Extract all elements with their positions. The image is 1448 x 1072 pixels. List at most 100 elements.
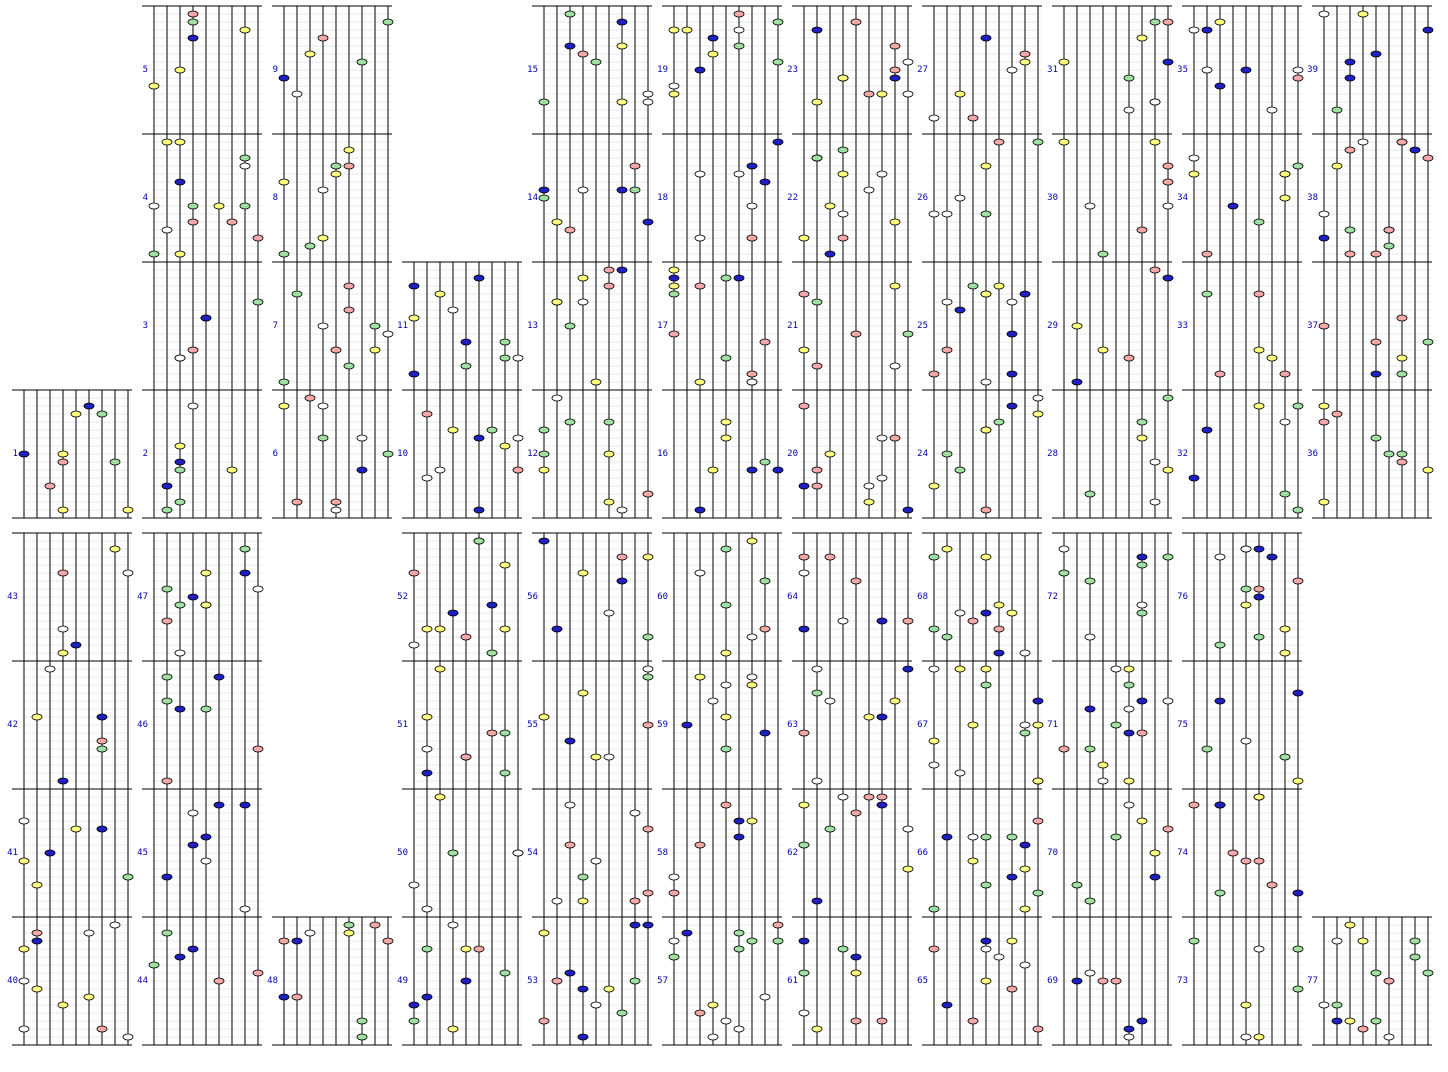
abacus-bead-icon[interactable] [1383,242,1395,250]
abacus-bead-icon[interactable] [1422,338,1434,346]
abacus-bead-icon[interactable] [629,897,641,905]
abacus-bead-icon[interactable] [811,466,823,474]
abacus-bead-icon[interactable] [1409,953,1421,961]
abacus-bead-icon[interactable] [18,857,30,865]
abacus-bead-icon[interactable] [876,474,888,482]
abacus-bead-icon[interactable] [889,434,901,442]
abacus-bead-icon[interactable] [408,641,420,649]
abacus-bead-icon[interactable] [941,450,953,458]
abacus-bead-icon[interactable] [538,466,550,474]
abacus-bead-icon[interactable] [551,897,563,905]
measure-64[interactable] [792,532,914,662]
abacus-bead-icon[interactable] [174,953,186,961]
abacus-bead-icon[interactable] [1162,274,1174,282]
abacus-bead-icon[interactable] [1214,553,1226,561]
measure-57[interactable] [662,916,784,1046]
abacus-bead-icon[interactable] [1006,402,1018,410]
abacus-bead-icon[interactable] [1136,601,1148,609]
abacus-bead-icon[interactable] [1292,402,1304,410]
abacus-bead-icon[interactable] [811,482,823,490]
measure-47[interactable] [142,532,264,662]
abacus-bead-icon[interactable] [980,290,992,298]
abacus-bead-icon[interactable] [1266,553,1278,561]
abacus-bead-icon[interactable] [980,945,992,953]
abacus-bead-icon[interactable] [421,410,433,418]
abacus-bead-icon[interactable] [954,194,966,202]
abacus-bead-icon[interactable] [1097,346,1109,354]
abacus-bead-icon[interactable] [499,442,511,450]
abacus-bead-icon[interactable] [1136,817,1148,825]
abacus-bead-icon[interactable] [798,937,810,945]
abacus-bead-icon[interactable] [304,242,316,250]
abacus-bead-icon[interactable] [980,34,992,42]
abacus-bead-icon[interactable] [187,809,199,817]
abacus-bead-icon[interactable] [369,322,381,330]
abacus-bead-icon[interactable] [551,625,563,633]
measure-34[interactable] [1182,133,1304,263]
abacus-bead-icon[interactable] [1370,434,1382,442]
abacus-bead-icon[interactable] [1162,553,1174,561]
abacus-bead-icon[interactable] [720,1017,732,1025]
abacus-bead-icon[interactable] [837,945,849,953]
abacus-bead-icon[interactable] [1149,498,1161,506]
abacus-bead-icon[interactable] [941,210,953,218]
abacus-bead-icon[interactable] [291,498,303,506]
abacus-bead-icon[interactable] [954,306,966,314]
abacus-bead-icon[interactable] [1292,506,1304,514]
abacus-bead-icon[interactable] [980,426,992,434]
abacus-bead-icon[interactable] [759,729,771,737]
abacus-bead-icon[interactable] [707,1033,719,1041]
abacus-bead-icon[interactable] [161,673,173,681]
abacus-bead-icon[interactable] [772,466,784,474]
abacus-bead-icon[interactable] [1318,418,1330,426]
abacus-bead-icon[interactable] [70,825,82,833]
abacus-bead-icon[interactable] [330,170,342,178]
abacus-bead-icon[interactable] [460,977,472,985]
abacus-bead-icon[interactable] [668,90,680,98]
abacus-bead-icon[interactable] [902,330,914,338]
abacus-bead-icon[interactable] [1019,729,1031,737]
abacus-bead-icon[interactable] [668,330,680,338]
abacus-bead-icon[interactable] [889,218,901,226]
abacus-bead-icon[interactable] [629,809,641,817]
abacus-bead-icon[interactable] [1162,178,1174,186]
abacus-bead-icon[interactable] [863,186,875,194]
abacus-bead-icon[interactable] [577,569,589,577]
abacus-bead-icon[interactable] [694,234,706,242]
abacus-bead-icon[interactable] [1097,250,1109,258]
abacus-bead-icon[interactable] [1357,138,1369,146]
abacus-bead-icon[interactable] [746,202,758,210]
abacus-bead-icon[interactable] [720,601,732,609]
abacus-bead-icon[interactable] [798,402,810,410]
abacus-bead-icon[interactable] [1240,1033,1252,1041]
abacus-bead-icon[interactable] [928,665,940,673]
abacus-bead-icon[interactable] [1266,354,1278,362]
abacus-bead-icon[interactable] [1162,394,1174,402]
abacus-bead-icon[interactable] [1318,1001,1330,1009]
abacus-bead-icon[interactable] [1357,10,1369,18]
abacus-bead-icon[interactable] [668,873,680,881]
abacus-bead-icon[interactable] [850,1017,862,1025]
abacus-bead-icon[interactable] [1344,146,1356,154]
measure-74[interactable] [1182,788,1304,918]
abacus-bead-icon[interactable] [668,937,680,945]
abacus-bead-icon[interactable] [746,681,758,689]
abacus-bead-icon[interactable] [616,186,628,194]
abacus-bead-icon[interactable] [356,58,368,66]
abacus-bead-icon[interactable] [1149,266,1161,274]
measure-70[interactable] [1052,788,1174,918]
abacus-bead-icon[interactable] [577,985,589,993]
abacus-bead-icon[interactable] [1201,745,1213,753]
abacus-bead-icon[interactable] [1136,418,1148,426]
abacus-bead-icon[interactable] [941,1001,953,1009]
abacus-bead-icon[interactable] [1058,545,1070,553]
abacus-bead-icon[interactable] [980,506,992,514]
abacus-bead-icon[interactable] [993,601,1005,609]
abacus-bead-icon[interactable] [590,58,602,66]
abacus-bead-icon[interactable] [1032,410,1044,418]
abacus-bead-icon[interactable] [1227,849,1239,857]
abacus-bead-icon[interactable] [122,569,134,577]
abacus-bead-icon[interactable] [1006,66,1018,74]
measure-17[interactable] [662,261,782,391]
abacus-bead-icon[interactable] [694,1009,706,1017]
